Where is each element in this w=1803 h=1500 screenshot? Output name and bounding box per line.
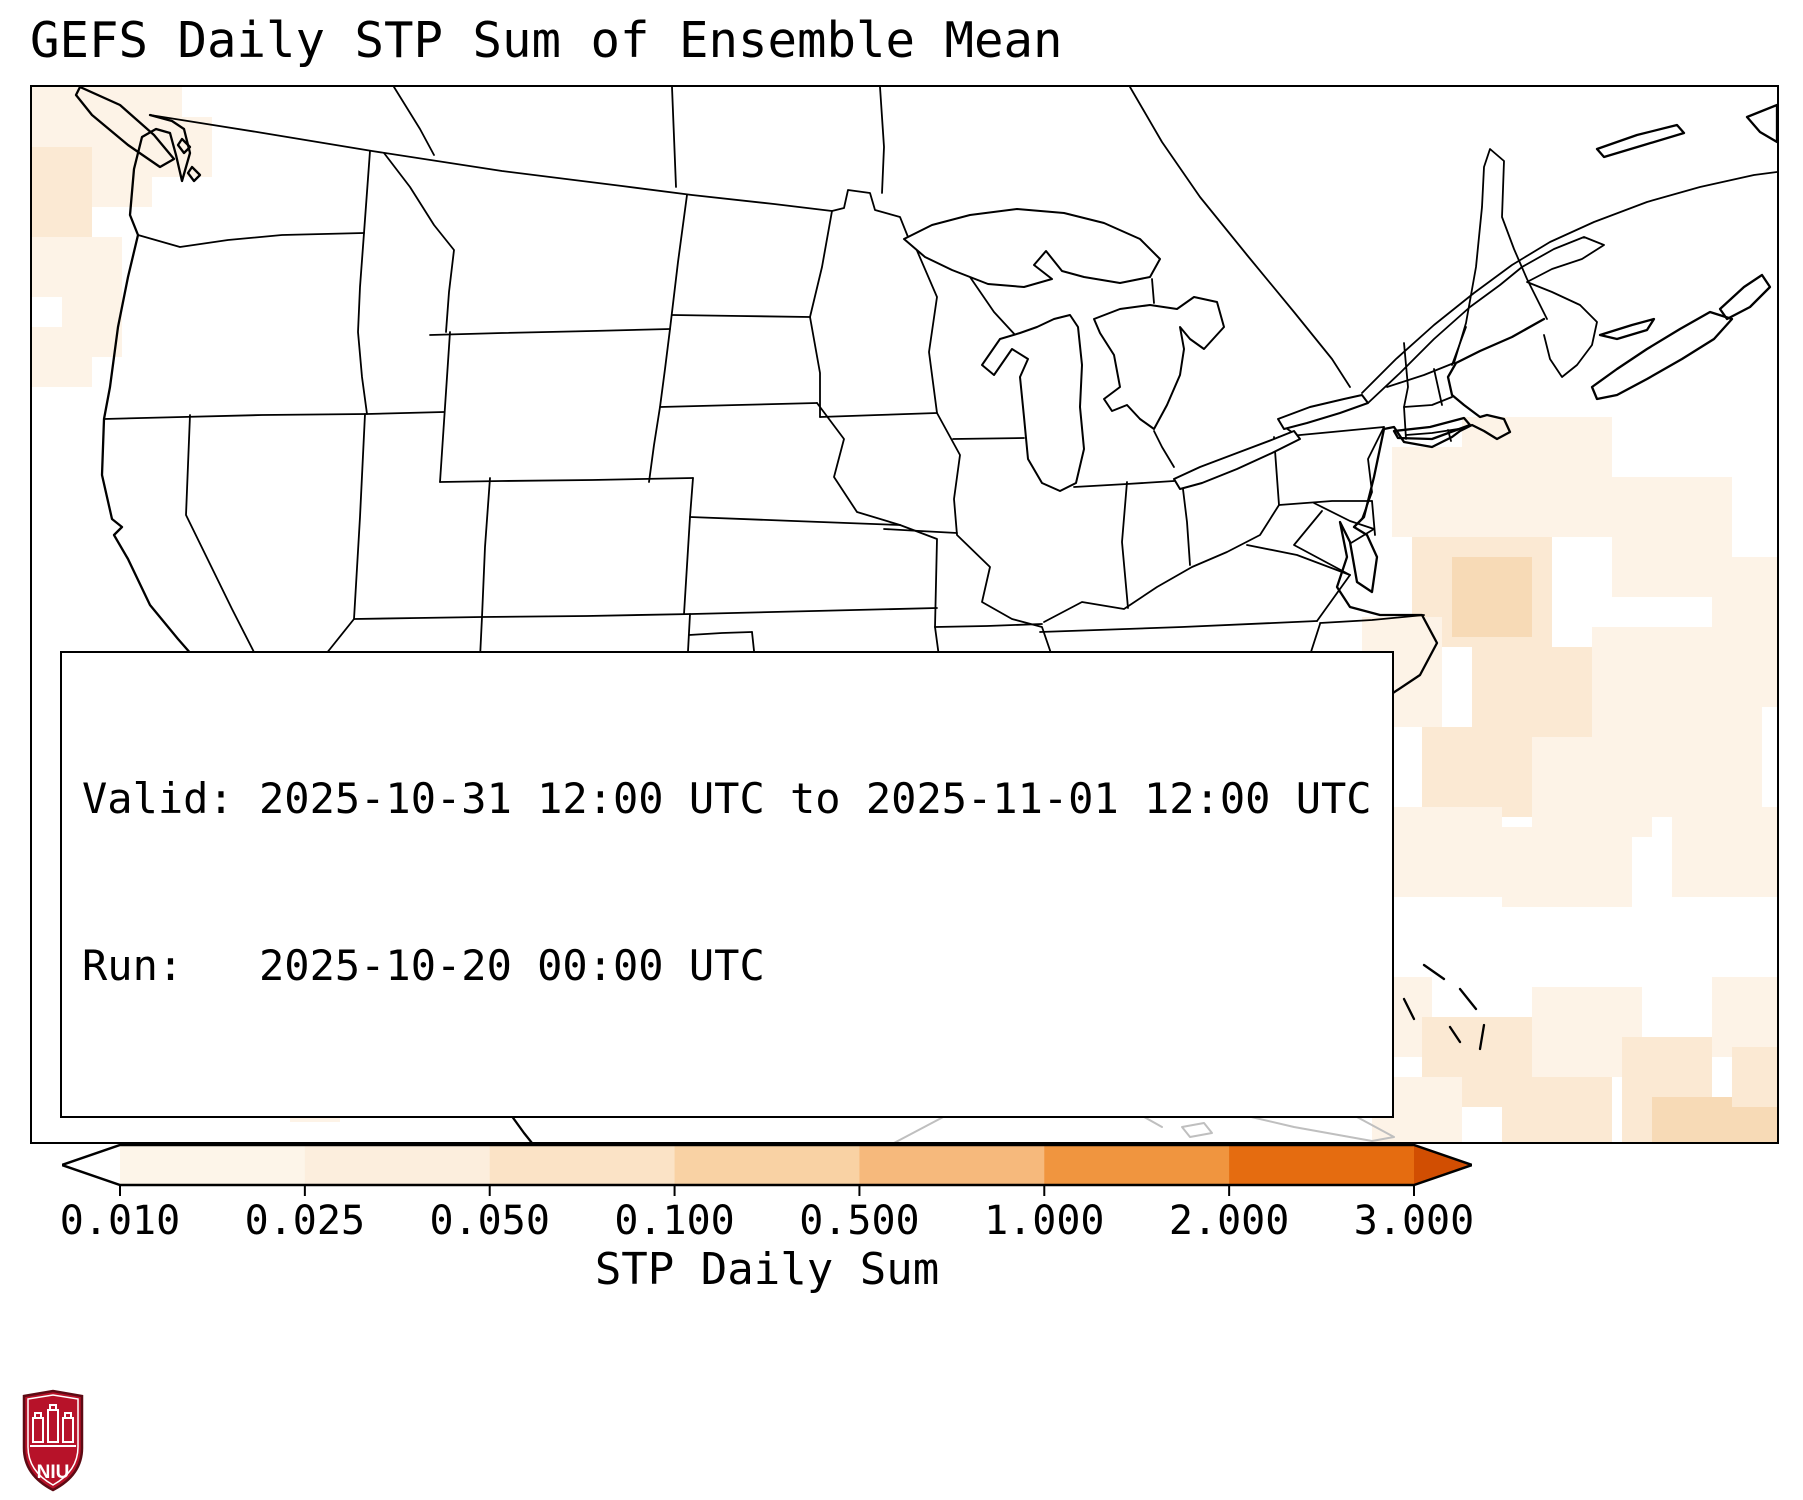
niu-logo-text: NIU <box>37 1462 70 1483</box>
stp-shade-cell <box>92 147 152 207</box>
stp-shade-cell <box>1392 447 1482 537</box>
niu-shield <box>22 1389 84 1492</box>
page-title: GEFS Daily STP Sum of Ensemble Mean <box>30 12 1063 69</box>
colorbar-over-arrow <box>1414 1145 1472 1185</box>
great-lakes <box>903 208 1369 492</box>
stp-shade-cell <box>32 327 92 387</box>
colorbar <box>62 1143 1472 1196</box>
niu-logo: NIU <box>22 1389 84 1492</box>
colorbar-tick-label: 0.025 <box>244 1198 366 1244</box>
colorbar-under-arrow <box>62 1145 120 1185</box>
stp-shade-cell <box>1452 557 1532 637</box>
stp-shade-cell <box>32 237 122 297</box>
niu-shield-inner-border <box>27 1394 79 1486</box>
castle-icon <box>30 1404 76 1447</box>
stp-shade-cell <box>1712 557 1777 707</box>
us-map <box>32 87 1777 1142</box>
stp-shade-cell <box>1532 737 1652 837</box>
colorbar-tick-label: 3.000 <box>1353 1198 1475 1244</box>
stp-shade-cell <box>1732 1047 1777 1107</box>
colorbar-axis-label: STP Daily Sum <box>594 1244 940 1295</box>
colorbar-segment <box>489 1145 676 1185</box>
colorbar-segment <box>120 1145 306 1185</box>
colorbar-segment <box>1044 1145 1231 1185</box>
stp-shade-cell <box>32 147 92 237</box>
colorbar-tick-label: 0.500 <box>799 1198 920 1244</box>
colorbar-segment <box>674 1145 861 1185</box>
colorbar-segment <box>1229 1145 1415 1185</box>
colorbar-tick-label: 0.010 <box>59 1198 181 1244</box>
stp-shade-cell <box>1652 707 1762 817</box>
colorbar-segment <box>859 1145 1046 1185</box>
stp-shade-cell <box>1672 807 1777 897</box>
stp-shade-cell <box>1392 807 1502 897</box>
map-frame: Valid: 2025-10-31 12:00 UTC to 2025-11-0… <box>30 85 1779 1144</box>
stp-shade-cell <box>1422 727 1532 817</box>
colorbar-tick-label: 1.000 <box>984 1198 1105 1244</box>
colorbar-segment <box>304 1145 491 1185</box>
run-time-line: Run: 2025-10-20 00:00 UTC <box>82 940 765 990</box>
colorbar-tick-labels: 0.010 0.025 0.050 0.100 0.500 1.000 2.000 3.000 <box>59 1198 1475 1244</box>
valid-run-info-box: Valid: 2025-10-31 12:00 UTC to 2025-11-0… <box>60 650 1394 1118</box>
stp-shade-cell <box>1462 417 1612 537</box>
colorbar-tick-label: 0.050 <box>429 1198 550 1244</box>
stp-shade-cell <box>1502 827 1632 907</box>
state-borders <box>103 87 1777 870</box>
valid-time-line: Valid: 2025-10-31 12:00 UTC to 2025-11-0… <box>82 774 1372 824</box>
colorbar-tick-label: 2.000 <box>1168 1198 1290 1244</box>
colorbar-tick-label: 0.100 <box>614 1198 735 1244</box>
stp-shade-cell <box>1712 977 1777 1057</box>
stp-shade-cell <box>152 117 212 177</box>
stp-shade-cell <box>1502 1077 1612 1142</box>
